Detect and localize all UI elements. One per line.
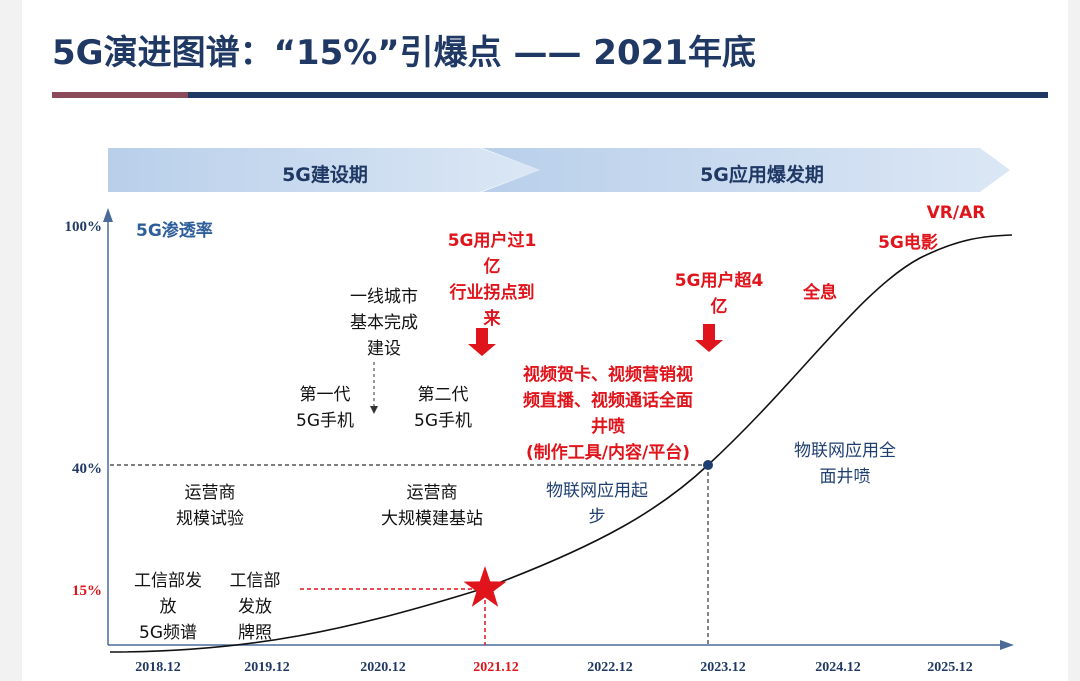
milestone-spectrum: 工信部发 放 5G频谱: [134, 571, 202, 643]
x-tick-highlight: 2021.12: [473, 660, 519, 675]
title-rule-accent: [52, 92, 188, 98]
milestone-license: 工信部 发放 牌照: [229, 571, 281, 643]
x-tick: 2023.12: [700, 660, 746, 675]
y-axis-arrowhead: [103, 208, 113, 222]
phase-band-growth: [482, 148, 1010, 192]
phase-band-build: [108, 148, 540, 192]
x-tick: 2025.12: [927, 660, 973, 675]
milestone-tier1-city: 一线城市 基本完成 建设: [350, 287, 418, 359]
milestone-gen2-phone: 第二代 5G手机: [414, 385, 472, 431]
note-5g-film: 5G电影: [878, 233, 938, 253]
note-400m-users: 5G用户超4 亿: [674, 271, 764, 317]
note-hologram: 全息: [803, 283, 837, 303]
y-tick-100: 100%: [64, 219, 103, 235]
note-iot-start: 物联网应用起 步: [546, 481, 648, 527]
note-100m-users: 5G用户过1 亿 行业拐点到 来: [447, 231, 537, 329]
x-axis-arrowhead: [1000, 640, 1014, 650]
note-video-boom: 视频贺卡、视频营销视 频直播、视频通话全面 井喷 (制作工具/内容/平台): [523, 365, 693, 463]
point-40pct-2023: [703, 460, 713, 470]
y-tick-15: 15%: [72, 583, 102, 599]
page-title: 5G演进图谱：“15%”引爆点 —— 2021年底: [52, 33, 756, 73]
x-tick: 2022.12: [587, 660, 633, 675]
star-icon: [463, 566, 507, 607]
adoption-curve: [109, 234, 1013, 653]
phase-label-build: 5G建设期: [282, 164, 368, 186]
phase-label-growth: 5G应用爆发期: [700, 164, 824, 186]
note-vr-ar: VR/AR: [926, 203, 986, 223]
city-arrowhead: [370, 406, 378, 414]
x-tick: 2018.12: [135, 660, 181, 675]
x-tick: 2019.12: [244, 660, 290, 675]
note-iot-boom: 物联网应用全 面井喷: [794, 441, 896, 487]
milestone-base-stations: 运营商 大规模建基站: [381, 483, 483, 529]
x-tick: 2024.12: [815, 660, 861, 675]
x-tick: 2020.12: [360, 660, 406, 675]
milestone-operator-trial: 运营商 规模试验: [176, 483, 244, 529]
y-axis-label: 5G渗透率: [136, 221, 213, 241]
milestone-gen1-phone: 第一代 5G手机: [296, 385, 354, 431]
red-arrow-2021: [468, 328, 496, 356]
red-arrow-2023: [695, 324, 723, 352]
slide: 5G演进图谱：“15%”引爆点 —— 2021年底: [22, 0, 1068, 681]
title-rule: [188, 92, 1048, 98]
y-tick-40: 40%: [72, 461, 102, 477]
